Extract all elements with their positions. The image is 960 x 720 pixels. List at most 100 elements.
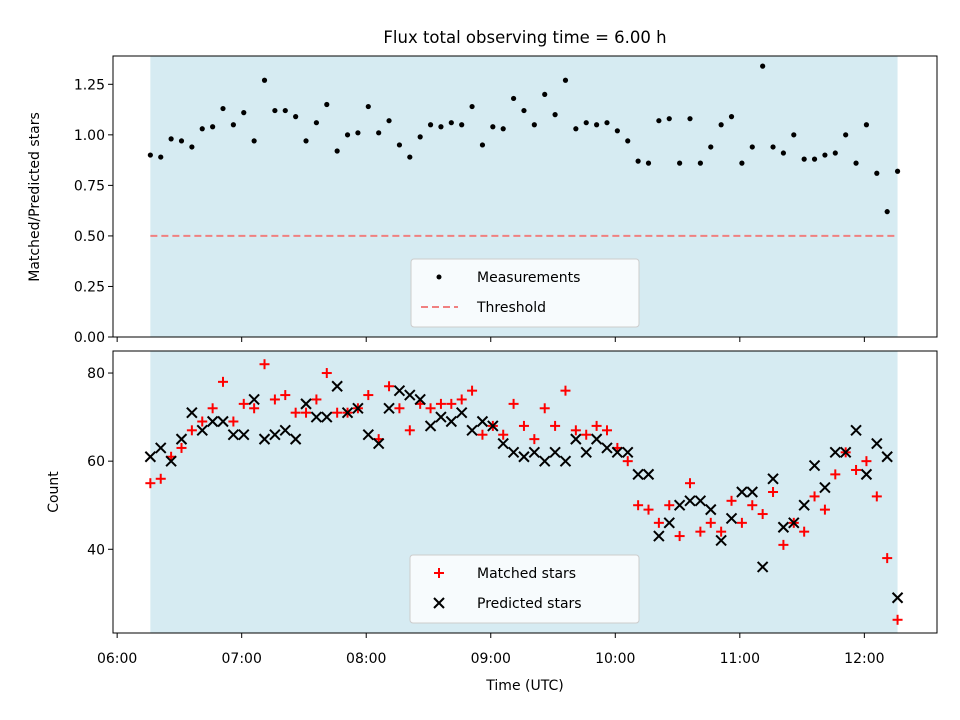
- count-axes-frame: [112, 350, 938, 634]
- matched-star-point: [259, 359, 270, 370]
- matched-star-point: [197, 416, 208, 427]
- measurement-points: [147, 63, 901, 215]
- predicted-star-point: [715, 534, 727, 547]
- matched-star-point: [249, 403, 260, 414]
- measurement-point: [168, 136, 174, 142]
- matched-stars-legend-label: Matched stars: [477, 566, 576, 582]
- predicted-star-point: [404, 389, 416, 401]
- predicted-star-point: [507, 446, 520, 459]
- matched-star-point: [301, 407, 312, 418]
- matched-star-point: [892, 614, 903, 625]
- matched-star-point: [404, 425, 415, 436]
- predicted-star-point: [601, 442, 613, 454]
- matched-star-point: [830, 469, 841, 480]
- predicted-star-point: [684, 495, 696, 507]
- matched-star-point: [653, 517, 664, 528]
- measurement-point: [521, 107, 527, 114]
- measurement-point: [407, 154, 413, 160]
- x-tick-label: 07:00: [222, 651, 262, 667]
- predicted-star-point: [705, 503, 717, 516]
- measurement-point: [708, 144, 714, 150]
- matched-star-point: [321, 368, 332, 379]
- x-tick-label: 08:00: [346, 651, 386, 667]
- count-x-axis: 06:00 07:00 08:00 09:00 10:00 11:00 12:00: [97, 633, 885, 667]
- matched-star-point: [716, 526, 727, 537]
- measurement-point: [479, 142, 486, 148]
- predicted-star-point: [528, 446, 541, 459]
- predicted-star-point: [653, 530, 665, 542]
- measurement-point: [459, 122, 465, 128]
- ratio-y-axis-label: Matched/Predicted stars: [27, 112, 43, 282]
- y-tick-label: 80: [87, 366, 105, 382]
- measurement-point: [614, 128, 620, 134]
- predicted-star-point: [321, 411, 333, 423]
- predicted-star-point: [248, 393, 260, 406]
- predicted-star-point: [725, 512, 738, 525]
- measurement-point: [573, 126, 579, 132]
- matched-star-point: [705, 517, 716, 528]
- predicted-star-point: [466, 424, 478, 437]
- measurement-point: [500, 126, 506, 132]
- matched-stars-legend-marker: [434, 568, 444, 578]
- measurement-point: [282, 107, 288, 114]
- measurement-point: [303, 138, 309, 144]
- count-panel: 40 60 80 06:00 07:00 08:00 09:00 10:00 11:00 12:…: [46, 350, 938, 694]
- matched-star-point: [591, 420, 602, 431]
- predicted-star-point: [331, 380, 343, 392]
- plus-marker: [434, 568, 444, 578]
- legend-box: [409, 554, 640, 624]
- predicted-star-point: [736, 486, 748, 498]
- predicted-star-point: [559, 455, 572, 467]
- predicted-star-point: [611, 446, 624, 459]
- matched-star-point: [280, 390, 291, 401]
- measurement-point: [884, 209, 890, 215]
- matched-star-point: [176, 442, 187, 453]
- x-tick-label: 11:00: [720, 651, 760, 667]
- predicted-star-point: [269, 429, 281, 441]
- predicted-star-point: [891, 592, 904, 604]
- matched-star-point: [238, 398, 249, 409]
- matched-star-point: [799, 526, 810, 537]
- predicted-star-point: [580, 446, 592, 459]
- predicted-star-point: [289, 433, 302, 445]
- measurement-point: [510, 95, 517, 102]
- predicted-star-point: [808, 459, 821, 472]
- measurement-point: [739, 160, 745, 166]
- matched-star-point: [269, 394, 280, 405]
- predicted-star-point: [279, 424, 291, 437]
- measurement-point: [770, 144, 776, 150]
- measurement-point: [230, 122, 236, 128]
- matched-star-point: [467, 385, 478, 396]
- predicted-star-point: [196, 424, 208, 437]
- predicted-star-point: [788, 517, 800, 529]
- predicted-star-point: [258, 433, 271, 445]
- predicted-star-point: [393, 384, 406, 397]
- predicted-star-point: [549, 446, 561, 459]
- predicted-star-point: [590, 433, 603, 445]
- measurement-point: [728, 114, 735, 120]
- matched-star-point: [778, 539, 789, 550]
- predicted-star-point: [238, 429, 250, 441]
- measurement-point: [801, 156, 807, 162]
- matched-star-point: [685, 478, 696, 489]
- ratio-y-axis: 0.00 0.25 0.50 0.75 1.00 1.25: [74, 77, 113, 346]
- matched-star-point: [186, 425, 197, 436]
- predicted-star-point: [217, 415, 229, 428]
- measurement-point: [604, 120, 610, 126]
- measurement-point: [780, 150, 787, 156]
- predicted-star-point: [819, 481, 831, 494]
- x-tick-label: 09:00: [471, 651, 511, 667]
- predicted-star-point: [476, 415, 489, 428]
- predicted-star-point: [186, 406, 198, 419]
- measurement-point: [811, 156, 818, 162]
- matched-star-point: [446, 398, 457, 409]
- measurement-point: [677, 160, 683, 166]
- predicted-star-point: [777, 521, 790, 533]
- x-tick-label: 10:00: [595, 651, 635, 667]
- measurement-point: [396, 142, 403, 148]
- measurement-point: [158, 154, 164, 160]
- matched-star-point: [622, 456, 633, 467]
- count-y-axis-label: Count: [46, 471, 62, 513]
- matched-star-point: [581, 429, 592, 440]
